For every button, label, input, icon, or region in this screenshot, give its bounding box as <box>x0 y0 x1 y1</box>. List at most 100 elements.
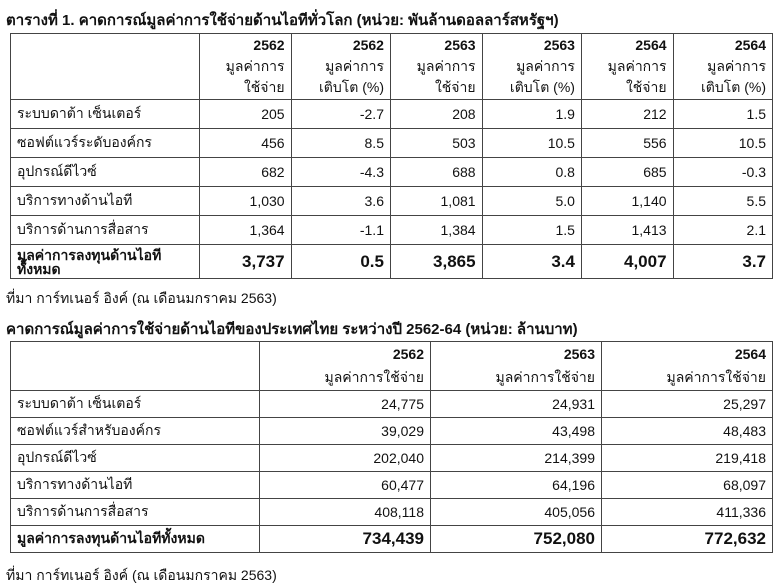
total-row: มูลค่าการลงทุนด้านไอทีทั้งหมด 3,737 0.5 3,8… <box>10 244 774 279</box>
cell-value: 772,632 <box>601 525 773 553</box>
row-label: มูลค่าการลงทุนด้านไอทีทั้งหมด <box>10 525 260 553</box>
row-label: บริการด้านการสื่อสาร <box>10 215 200 245</box>
cell-value: 405,056 <box>430 498 602 526</box>
cell-value: 10.5 <box>672 128 774 158</box>
header-year: 2562 <box>352 37 384 53</box>
header-year: 2564 <box>734 37 766 53</box>
total-row: มูลค่าการลงทุนด้านไอทีทั้งหมด 734,439 752,… <box>10 525 773 553</box>
header-year: 2562 <box>392 346 424 362</box>
header-year: 2564 <box>734 346 766 362</box>
cell-value: 752,080 <box>430 525 602 553</box>
cell-value: -4.3 <box>290 157 391 187</box>
table-row: อุปกรณ์ดีไวซ์ 202,040 214,399 219,418 <box>10 444 773 472</box>
cell-value: 1.5 <box>481 215 582 245</box>
header-line1: มูลค่าการใช้จ่าย <box>666 369 767 385</box>
header-line2: เติบโต (%) <box>318 79 384 95</box>
header-line1: มูลค่าการใช้จ่าย <box>495 369 596 385</box>
table-row: อุปกรณ์ดีไวซ์ 682 -4.3 688 0.8 685 -0.3 <box>10 157 774 187</box>
cell-value: 1,364 <box>199 215 292 245</box>
table1-source: ที่มา การ์ทเนอร์ อิงค์ (ณ เดือนมกราคม 25… <box>6 290 277 306</box>
cell-value: 688 <box>389 157 483 187</box>
cell-value: 4,007 <box>580 244 674 279</box>
thailand-it-spending-table: 2562 มูลค่าการใช้จ่าย 2563 มูลค่าการใช้จ่าย… <box>10 341 773 553</box>
header-line1: มูลค่าการใช้จ่าย <box>324 369 425 385</box>
cell-value: 68,097 <box>601 471 773 499</box>
cell-value: 411,336 <box>601 498 773 526</box>
column-header: 2563 มูลค่าการเติบโต (%) <box>481 33 582 100</box>
cell-value: 3,737 <box>199 244 292 279</box>
cell-value: 456 <box>199 128 292 158</box>
cell-value: 734,439 <box>259 525 431 553</box>
cell-value: 503 <box>389 128 483 158</box>
cell-value: 60,477 <box>259 471 431 499</box>
column-header: 2562 มูลค่าการเติบโต (%) <box>290 33 391 100</box>
header-line2: เติบโต (%) <box>509 79 575 95</box>
cell-value: 205 <box>199 99 292 129</box>
header-line1: มูลค่าการ <box>416 58 476 74</box>
header-line2: ใช้จ่าย <box>625 79 667 95</box>
cell-value: 3.7 <box>672 244 774 279</box>
cell-value: 25,297 <box>601 390 773 418</box>
header-line2: เติบโต (%) <box>700 79 766 95</box>
cell-value: 2.1 <box>672 215 774 245</box>
table-row: บริการด้านการสื่อสาร 408,118 405,056 411,33… <box>10 498 773 526</box>
cell-value: 43,498 <box>430 417 602 445</box>
cell-value: 0.8 <box>481 157 582 187</box>
row-label: ระบบดาต้า เซ็นเตอร์ <box>10 99 200 129</box>
header-empty <box>10 341 260 391</box>
header-year: 2563 <box>543 37 575 53</box>
header-line2: ใช้จ่าย <box>243 79 285 95</box>
column-header: 2564 มูลค่าการใช้จ่าย <box>580 33 674 100</box>
cell-value: 3.6 <box>290 186 391 216</box>
cell-value: 8.5 <box>290 128 391 158</box>
table-row: บริการทางด้านไอที 1,030 3.6 1,081 5.0 1,140 5.… <box>10 186 774 216</box>
cell-value: 24,775 <box>259 390 431 418</box>
column-header: 2563 มูลค่าการใช้จ่าย <box>430 341 602 391</box>
cell-value: 64,196 <box>430 471 602 499</box>
table-row: ระบบดาต้า เซ็นเตอร์ 24,775 24,931 25,297 <box>10 390 773 418</box>
row-label: มูลค่าการลงทุนด้านไอทีทั้งหมด <box>10 244 200 279</box>
cell-value: 408,118 <box>259 498 431 526</box>
row-label: บริการทางด้านไอที <box>10 471 260 499</box>
row-label: ระบบดาต้า เซ็นเตอร์ <box>10 390 260 418</box>
cell-value: 10.5 <box>481 128 582 158</box>
header-year: 2563 <box>444 37 476 53</box>
header-line2: ใช้จ่าย <box>434 79 476 95</box>
header-line1: มูลค่าการ <box>225 58 285 74</box>
cell-value: -1.1 <box>290 215 391 245</box>
header-line1: มูลค่าการ <box>516 58 575 74</box>
header-line1: มูลค่าการ <box>325 58 384 74</box>
cell-value: 1,413 <box>580 215 674 245</box>
header-line1: มูลค่าการ <box>707 58 766 74</box>
cell-value: -0.3 <box>672 157 774 187</box>
cell-value: 1.5 <box>672 99 774 129</box>
cell-value: 214,399 <box>430 444 602 472</box>
cell-value: 1,140 <box>580 186 674 216</box>
cell-value: 219,418 <box>601 444 773 472</box>
row-label: อุปกรณ์ดีไวซ์ <box>10 157 200 187</box>
cell-value: 682 <box>199 157 292 187</box>
cell-value: 202,040 <box>259 444 431 472</box>
cell-value: 1,081 <box>389 186 483 216</box>
cell-value: 1,030 <box>199 186 292 216</box>
cell-value: 1.9 <box>481 99 582 129</box>
header-year: 2562 <box>253 37 285 53</box>
row-label: ซอฟต์แวร์สำหรับองค์กร <box>10 417 260 445</box>
cell-value: 3.4 <box>481 244 582 279</box>
cell-value: 3,865 <box>389 244 483 279</box>
cell-value: 212 <box>580 99 674 129</box>
cell-value: 39,029 <box>259 417 431 445</box>
column-header: 2564 มูลค่าการใช้จ่าย <box>601 341 773 391</box>
global-it-spending-table: 2562 มูลค่าการใช้จ่าย 2562 มูลค่าการเติบโต … <box>10 33 774 279</box>
column-header: 2562 มูลค่าการใช้จ่าย <box>199 33 292 100</box>
cell-value: 48,483 <box>601 417 773 445</box>
cell-value: -2.7 <box>290 99 391 129</box>
cell-value: 208 <box>389 99 483 129</box>
cell-value: 24,931 <box>430 390 602 418</box>
table-row: ระบบดาต้า เซ็นเตอร์ 205 -2.7 208 1.9 212 1.5 <box>10 99 774 129</box>
table-row: ซอฟต์แวร์ระดับองค์กร 456 8.5 503 10.5 556 10.5 <box>10 128 774 158</box>
cell-value: 556 <box>580 128 674 158</box>
column-header: 2564 มูลค่าการเติบโต (%) <box>672 33 774 100</box>
header-year: 2563 <box>563 346 595 362</box>
cell-value: 0.5 <box>290 244 391 279</box>
